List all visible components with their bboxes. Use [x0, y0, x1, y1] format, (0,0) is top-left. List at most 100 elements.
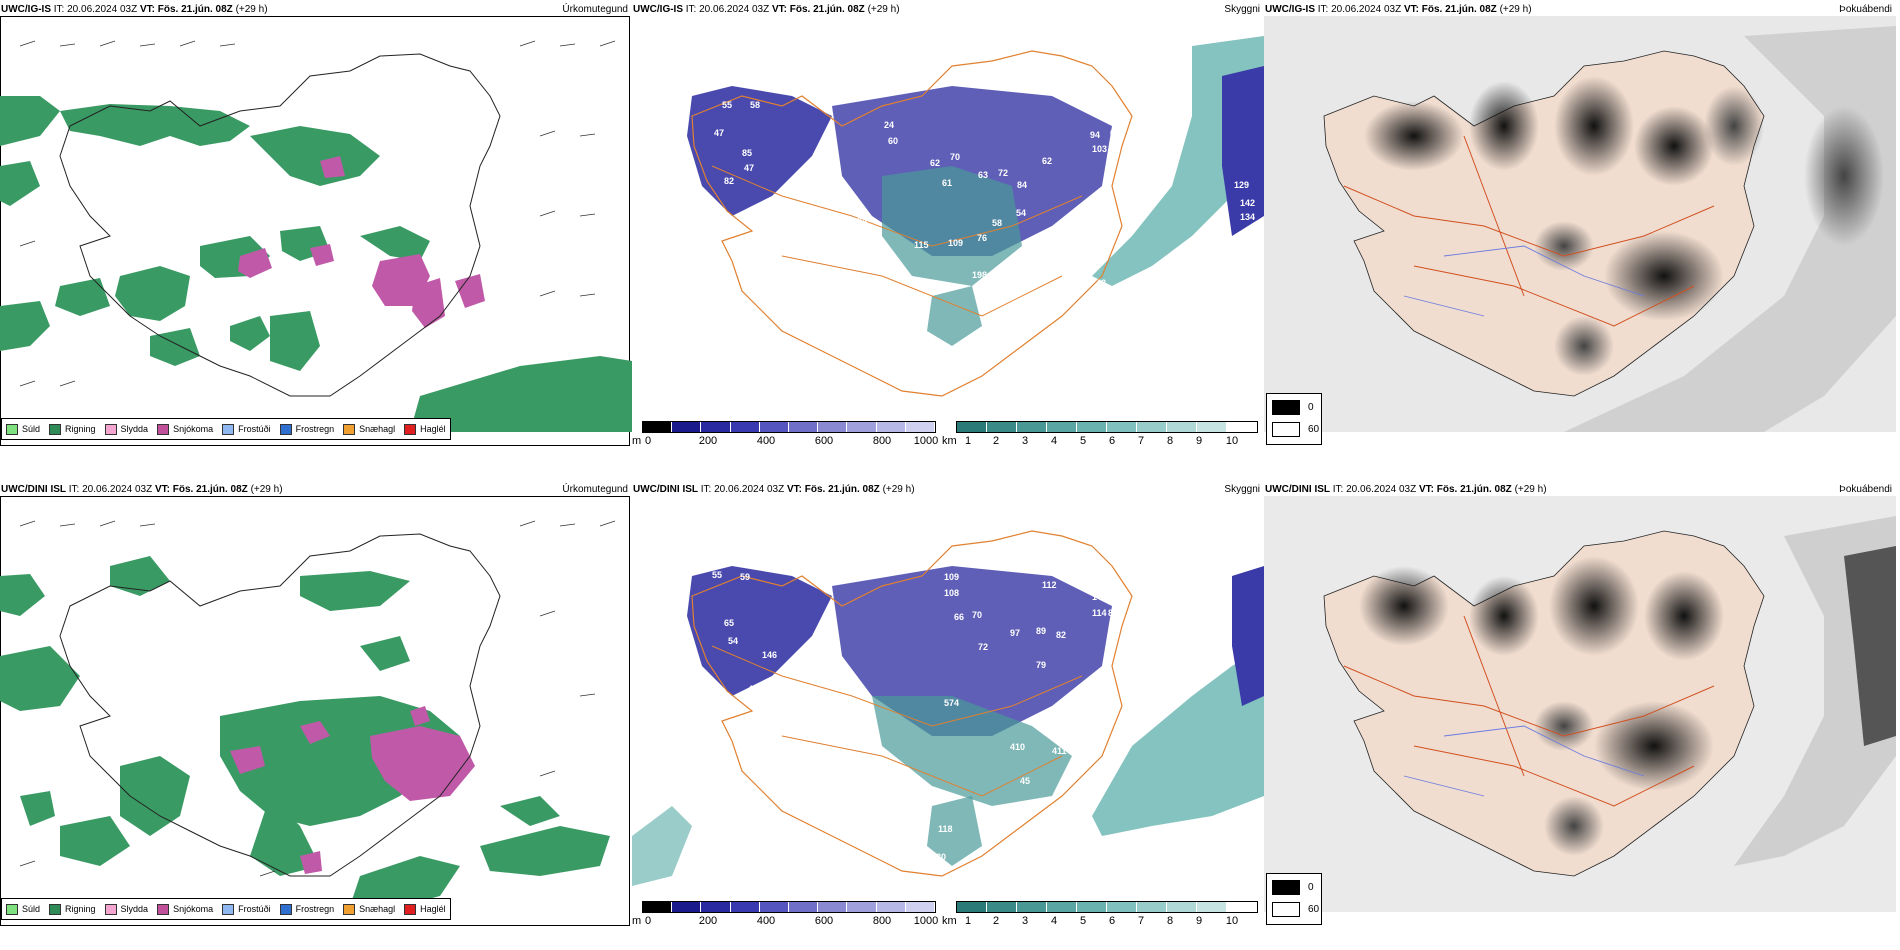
- colorbar-tick: 600: [814, 435, 834, 447]
- map-value-label: 410: [1010, 742, 1025, 752]
- fog-legend-item: 0: [1272, 880, 1314, 895]
- colorbar-unit: km: [942, 915, 957, 927]
- map-value-label: 76: [977, 233, 987, 243]
- map-value-label: 55: [722, 100, 732, 110]
- map-value-label: 72: [998, 168, 1008, 178]
- colorbar-tick: 7: [1137, 915, 1145, 927]
- map-value-label: 60: [888, 136, 898, 146]
- map-value-label: 62: [1042, 156, 1052, 166]
- colorbar-tick: 0: [644, 915, 652, 927]
- map-value-label: 70: [972, 610, 982, 620]
- colorbar-tick: 3: [1021, 435, 1029, 447]
- map-value-label: 84: [1017, 180, 1027, 190]
- map-value-label: 200: [1022, 304, 1037, 314]
- map-value-label: 114: [1092, 608, 1107, 618]
- colorbar-unit: m: [632, 915, 642, 927]
- fog-indicator-panel-bottom: UWC/DINI ISL IT: 20.06.2024 03Z VT: Fös.…: [1264, 480, 1896, 928]
- legend-item: Rigning: [49, 423, 96, 435]
- legend-item: Slydda: [104, 903, 148, 915]
- panel-header: UWC/IG-IS IT: 20.06.2024 03Z VT: Fös. 21…: [633, 4, 900, 15]
- cloudbase-map: 42 55 58 47 85 47 82 47 83 134 115 40 69…: [687, 36, 1264, 397]
- legend-item: Frostregn: [279, 903, 334, 915]
- map-value-label: 146: [762, 650, 777, 660]
- colorbar-tick: 2: [992, 435, 1000, 447]
- fog-legend: 0 60: [1266, 873, 1322, 925]
- colorbar-strip: [956, 901, 1258, 913]
- colorbar-tick: 6: [1108, 915, 1116, 927]
- map-value-label: 47: [714, 128, 724, 138]
- legend-item: Snæhagl: [343, 903, 395, 915]
- map-value-label: 129: [1234, 180, 1249, 190]
- map-value-label: 65: [724, 618, 734, 628]
- map-value-label: 87: [982, 296, 992, 306]
- legend-item: Slydda: [104, 423, 148, 435]
- panel-title: Þokuábendi: [1839, 484, 1892, 495]
- panel-header: UWC/DINI ISL IT: 20.06.2024 03Z VT: Fös.…: [633, 484, 915, 495]
- map-value-label: 30: [936, 852, 946, 862]
- map-value-label: 89: [1036, 626, 1046, 636]
- precip-map: [0, 40, 632, 432]
- legend-item: Snjókoma: [157, 903, 213, 915]
- map-value-label: 574: [944, 698, 959, 708]
- map-value-label: 108: [944, 588, 959, 598]
- map-value-label: 43: [1096, 278, 1106, 288]
- map-value-label: 69: [904, 360, 914, 370]
- panel-header: UWC/DINI ISL IT: 20.06.2024 03Z VT: Fös.…: [1265, 484, 1547, 495]
- map-value-label: 134: [852, 216, 867, 226]
- colorbar-tick: 400: [756, 915, 776, 927]
- map-value-label: 58: [992, 218, 1002, 228]
- fog-legend: 0 60: [1266, 393, 1322, 445]
- panel-header: UWC/IG-IS IT: 20.06.2024 03Z VT: Fös. 21…: [1265, 4, 1532, 15]
- cloudbase-map: 39 55 59 63 65 54 146 42 109 108 112 146…: [632, 530, 1264, 886]
- fog-indicator-panel-top: UWC/IG-IS IT: 20.06.2024 03Z VT: Fös. 21…: [1264, 0, 1896, 448]
- legend-item: Snæhagl: [343, 423, 395, 435]
- map-value-label: 103: [1092, 144, 1107, 154]
- map-value-label: 70: [950, 152, 960, 162]
- map-value-label: 118: [938, 824, 953, 834]
- map-value-label: 83: [748, 216, 758, 226]
- legend-item: Haglél: [404, 423, 446, 435]
- map-value-label: 79: [1094, 740, 1104, 750]
- precip-type-panel-top: UWC/IG-IS IT: 20.06.2024 03Z VT: Fös. 21…: [0, 0, 632, 448]
- map-value-label: 54: [914, 836, 924, 846]
- panel-title: Úrkomutegund: [562, 4, 628, 15]
- map-value-label: 72: [978, 642, 988, 652]
- colorbar-tick: 4: [1050, 915, 1058, 927]
- map-value-label: 45: [1020, 776, 1030, 786]
- map-value-label: 122: [1132, 142, 1147, 152]
- map-frame: [0, 16, 630, 446]
- legend-item: Haglél: [404, 903, 446, 915]
- map-value-label: 91: [1092, 772, 1102, 782]
- map-value-label: 61: [942, 178, 952, 188]
- map-value-label: 42: [938, 382, 948, 392]
- map-value-label: 24: [884, 120, 894, 130]
- map-value-label: 82: [1056, 630, 1066, 640]
- legend-item: Frostregn: [279, 423, 334, 435]
- colorbar-tick: 3: [1021, 915, 1029, 927]
- map-value-label: 73: [1052, 292, 1062, 302]
- colorbar-tick: 8: [1166, 915, 1174, 927]
- map-value-label: 63: [672, 598, 682, 608]
- map-value-label: 861: [1036, 712, 1051, 722]
- colorbar-tick: 400: [756, 435, 776, 447]
- map-value-label: 62: [930, 158, 940, 168]
- map-value-label: 198: [972, 270, 987, 280]
- map-value-label: 18: [932, 346, 942, 356]
- map-value-label: 86: [1108, 608, 1118, 618]
- map-value-label: 115: [914, 240, 929, 250]
- colorbar-tick: 2: [992, 915, 1000, 927]
- map-value-label: 54: [1016, 208, 1026, 218]
- colorbar-tick: 0: [644, 435, 652, 447]
- legend-item: Snjókoma: [157, 423, 213, 435]
- colorbar-tick: 1000: [913, 435, 939, 447]
- colorbar-tick: 8: [1166, 435, 1174, 447]
- colorbar-strip: [956, 421, 1258, 433]
- fog-map: [1264, 16, 1896, 432]
- map-value-label: 82: [724, 176, 734, 186]
- colorbar-tick: 6: [1108, 435, 1116, 447]
- fog-legend-item: 60: [1272, 422, 1319, 437]
- map-value-label: 411: [1052, 746, 1067, 756]
- legend-item: Súld: [6, 423, 40, 435]
- colorbar-tick: 600: [814, 915, 834, 927]
- map-frame: [0, 496, 630, 926]
